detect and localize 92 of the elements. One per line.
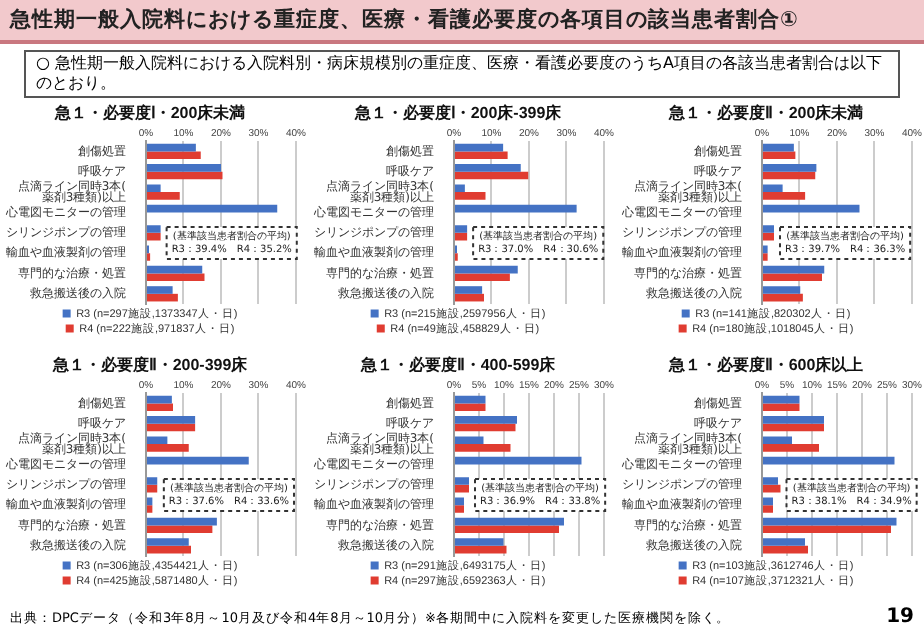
bar [763,403,800,412]
bar [147,416,196,424]
chart-title: 急１・必要度Ⅱ・200床未満 [666,102,864,123]
bar [455,444,511,452]
bar [455,395,486,404]
bar [455,171,529,180]
bar [147,525,213,534]
bar [763,204,860,213]
bar [455,505,464,513]
bar [763,273,822,282]
bar [763,232,774,241]
bar [147,444,189,452]
bar [147,286,173,294]
bar [455,538,504,546]
bar [455,423,516,432]
bar [763,171,816,180]
bar [763,525,891,534]
text: 19 [886,606,914,628]
bar [763,477,778,485]
bar [147,184,161,193]
bar [763,416,824,424]
bar [147,273,205,282]
bar [455,456,582,465]
bar [455,184,465,193]
bar [147,143,196,152]
bar [763,151,796,160]
bar [763,192,806,200]
bar [147,456,249,465]
bar [147,204,278,213]
bar [455,477,469,485]
bar [455,273,510,282]
chart-title: 急１・必要度Ⅱ・600床以上 [666,354,864,375]
bar [455,517,564,526]
bar [763,395,800,404]
bar [455,436,484,445]
bar [147,545,191,554]
bar [763,184,783,193]
bar [147,171,223,180]
bar [455,293,484,302]
bar [455,545,507,554]
bar [763,456,895,465]
bar [147,293,178,302]
bar [147,232,161,241]
bar [763,286,801,294]
text: 急性期一般入院料における重症度、医療・看護必要度の各項目の該当患者割合① [0,0,924,44]
chart-title: 急１・必要度Ⅱ・400-599床 [358,354,558,375]
bar [147,484,158,493]
bar [455,151,508,160]
bar [147,538,189,546]
text: ○ 急性期一般入院料における入院料別・病床規模別の重症度、医療・看護必要度のうちA項目の各該当患者割合は以下のとおり。 [24,50,900,98]
bar [147,151,201,160]
bar [763,225,774,233]
bar [763,143,794,152]
bar [763,265,825,274]
bar [763,497,773,506]
bar [763,293,803,302]
bar [455,416,517,424]
bar [147,164,221,172]
bar [147,436,168,445]
bar [455,204,577,213]
bar [147,265,203,274]
bar [455,192,486,200]
bar [455,143,504,152]
bar [763,517,897,526]
bar [455,232,468,241]
bar [455,225,468,233]
bar [455,497,464,506]
bar [455,286,483,294]
bar [763,423,824,432]
bar [763,164,817,172]
bar [147,403,173,412]
bar [455,403,486,412]
bar [147,497,153,506]
bar [763,505,773,513]
bar [147,477,158,485]
bar [763,538,805,546]
chart-title: 急１・必要度Ⅰ・200床-399床 [352,102,564,123]
chart-title: 急１・必要度Ⅰ・200床未満 [52,102,246,123]
bar [763,545,808,554]
bar [455,484,469,493]
bar [763,444,819,452]
bar [147,225,161,233]
bar [455,525,559,534]
bar [147,192,180,200]
bar [455,265,518,274]
bar [147,517,217,526]
bar [763,436,792,445]
bar [455,164,521,172]
chart-title: 急１・必要度Ⅱ・200-399床 [50,354,250,375]
bar [147,505,153,513]
bar [147,395,172,404]
bar [147,423,196,432]
